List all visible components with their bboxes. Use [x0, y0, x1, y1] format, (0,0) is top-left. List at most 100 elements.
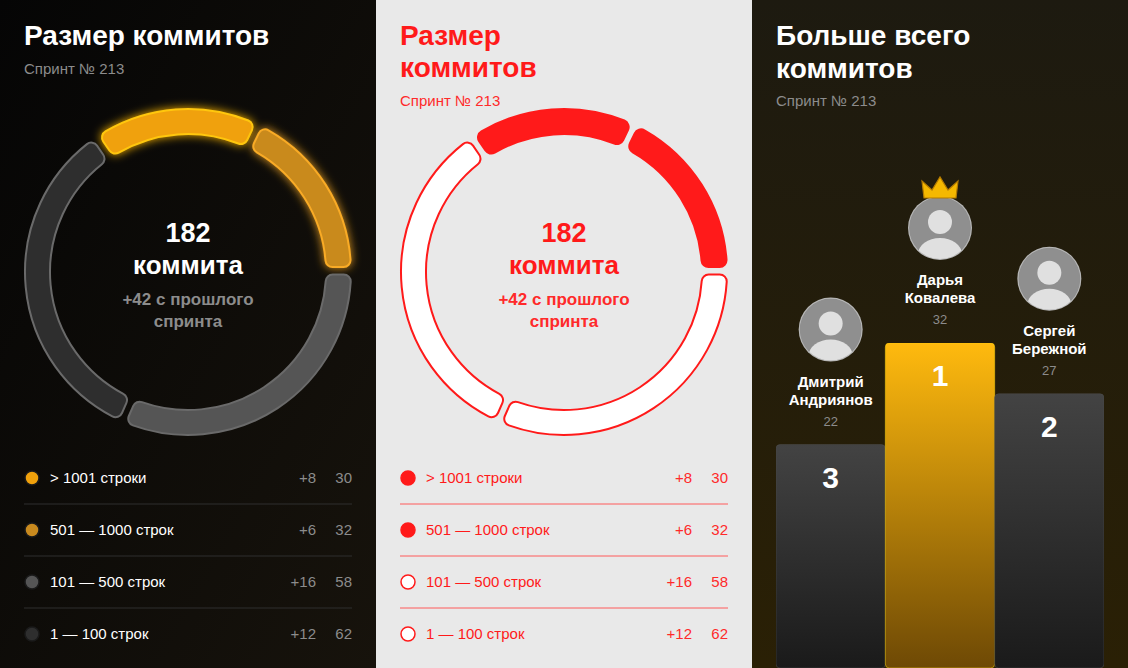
text-line: спринта	[154, 312, 223, 331]
data-label: 22	[823, 414, 837, 429]
donut-panel: Размер коммитов Спринт № 213 182коммита +42…	[24, 20, 352, 642]
legend-separator	[24, 504, 352, 505]
legend-marker	[25, 627, 39, 641]
data-label: 27	[1042, 363, 1056, 378]
legend-marker	[401, 471, 415, 485]
legend-separator	[24, 608, 352, 609]
legend-marker	[25, 575, 39, 589]
legend-label: 101 — 500 строк	[426, 573, 542, 590]
total-label: коммита	[133, 250, 243, 280]
legend-marker	[401, 575, 415, 589]
text-line: спринта	[530, 312, 599, 331]
legend-marker	[401, 523, 415, 537]
chart-subtitle: Спринт № 213	[400, 92, 500, 109]
panel-background	[376, 0, 752, 668]
legend: > 1001 строки +8 30 501 — 1000 строк +6 32 101…	[24, 469, 352, 642]
total-label: коммита	[509, 250, 619, 280]
text-line: Размер	[400, 20, 501, 51]
text-line: Размер коммитов	[24, 20, 269, 51]
avatar	[908, 177, 972, 270]
rank-label: 3	[822, 461, 839, 494]
panel-background	[0, 0, 376, 668]
text-line: Ковалева	[905, 289, 976, 306]
text-line: Дмитрий	[798, 373, 864, 390]
legend-label: 501 — 1000 строк	[426, 521, 550, 538]
text-line: Дарья	[917, 271, 963, 288]
text-line: коммитов	[776, 53, 913, 84]
text-line: +42 с прошлого	[498, 290, 629, 309]
donut-slice	[629, 129, 726, 267]
legend-separator	[24, 556, 352, 557]
annotation: +42 с прошлого спринта	[498, 290, 629, 331]
donut-panel: Размеркоммитов Спринт № 213 182коммита +42 …	[400, 20, 728, 642]
chart-subtitle: Спринт № 213	[24, 60, 124, 77]
podium-bar	[885, 343, 994, 668]
legend-change: +16	[667, 573, 692, 590]
avatar-body	[809, 340, 853, 372]
data-label: 32	[933, 312, 947, 327]
chart-title: Больше всегокоммитов	[776, 20, 970, 84]
legend-marker	[25, 523, 39, 537]
avatar-body	[918, 238, 962, 270]
avatar-head	[1037, 261, 1061, 285]
donut-slice	[25, 143, 127, 418]
legend-marker	[401, 627, 415, 641]
legend-label: > 1001 строки	[50, 469, 146, 486]
legend-value: 58	[335, 573, 352, 590]
donut-slice	[102, 109, 253, 154]
text-line: коммитов	[400, 52, 537, 83]
legend-value: 32	[711, 521, 728, 538]
legend-change: +8	[675, 469, 692, 486]
legend-change: +6	[675, 521, 692, 538]
text-line: Больше всего	[776, 20, 970, 51]
legend-separator	[400, 504, 728, 505]
legend-separator	[400, 556, 728, 557]
bar-labels: 3 22 ДмитрийАндриянов 1 32 ДарьяКовалева 2 27 Се…	[789, 177, 1087, 494]
rank-label: 2	[1041, 410, 1058, 443]
legend-change: +12	[667, 625, 692, 642]
person-name: СергейБережной	[1012, 322, 1087, 357]
crown-icon	[922, 177, 958, 198]
legend-value: 30	[335, 469, 352, 486]
legend-value: 62	[335, 625, 352, 642]
legend-label: 1 — 100 строк	[50, 625, 149, 642]
avatar	[799, 298, 863, 372]
legend-value: 58	[711, 573, 728, 590]
legend-label: > 1001 строки	[426, 469, 522, 486]
legend-value: 62	[711, 625, 728, 642]
legend: > 1001 строки +8 30 501 — 1000 строк +6 32 101…	[400, 469, 728, 642]
text-line: Сергей	[1023, 322, 1075, 339]
annotation: +42 с прошлого спринта	[122, 290, 253, 331]
text-line: Андриянов	[789, 391, 873, 408]
total-value: 182	[165, 218, 210, 248]
donut-slice	[478, 109, 629, 154]
text-line: +42 с прошлого	[122, 290, 253, 309]
legend-value: 32	[335, 521, 352, 538]
podium-bar	[995, 394, 1104, 668]
legend-value: 30	[711, 469, 728, 486]
total-value: 182	[541, 218, 586, 248]
avatar	[1017, 247, 1081, 321]
rank-label: 1	[932, 359, 949, 392]
panel-background	[752, 0, 1128, 668]
legend-label: 501 — 1000 строк	[50, 521, 174, 538]
legend-separator	[400, 608, 728, 609]
legend-label: 1 — 100 строк	[426, 625, 525, 642]
donut-slice	[401, 143, 503, 418]
donut	[25, 109, 351, 435]
avatar-head	[928, 210, 952, 234]
donut-slice	[253, 129, 350, 267]
legend-change: +16	[291, 573, 316, 590]
podium-panel: Больше всегокоммитовСпринт № 213322Дмитр…	[776, 20, 1104, 668]
podium-bar	[776, 445, 885, 668]
person-name: ДарьяКовалева	[905, 271, 976, 306]
bars	[776, 343, 1104, 668]
legend-change: +6	[299, 521, 316, 538]
donut	[401, 109, 727, 435]
legend-change: +8	[299, 469, 316, 486]
person-name: ДмитрийАндриянов	[789, 373, 873, 408]
legend-change: +12	[291, 625, 316, 642]
legend-label: 101 — 500 строк	[50, 573, 166, 590]
avatar-body	[1027, 289, 1071, 321]
chart-title: Размеркоммитов	[400, 20, 537, 83]
